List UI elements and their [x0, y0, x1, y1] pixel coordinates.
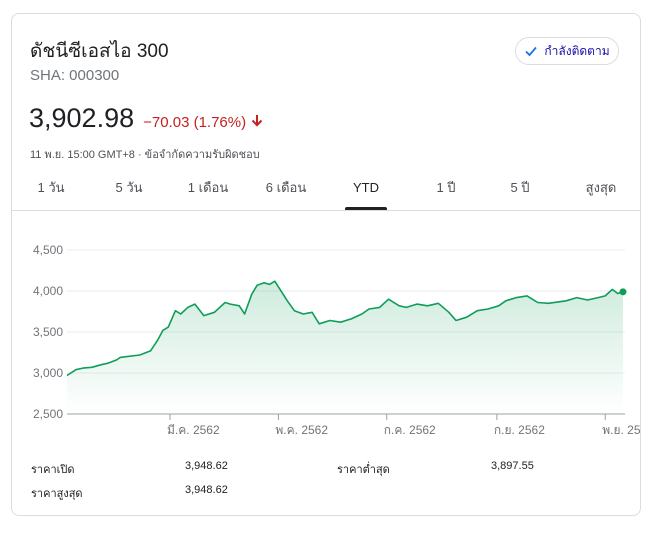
y-tick-label: 4,500 [33, 243, 63, 257]
last-price-dot [619, 288, 627, 296]
price-area-fill [67, 281, 623, 414]
price-line [66, 280, 624, 377]
tab-label: สูงสุด [585, 180, 617, 195]
low-label: ราคาต่ำสุด [337, 464, 390, 476]
arrow-down-icon [246, 114, 263, 131]
tab-label: 1 วัน [37, 180, 65, 195]
low-value: 3,897.55 [491, 460, 534, 472]
y-tick-label: 2,500 [33, 407, 63, 421]
x-tick-label: พ.ย. 2562 [602, 423, 640, 437]
x-tick-label: มี.ค. 2562 [167, 423, 220, 437]
high-value: 3,948.62 [185, 484, 228, 496]
tab-label: 1 เดือน [187, 180, 229, 195]
x-tick-label: ก.ค. 2562 [384, 423, 436, 437]
tab-7[interactable]: สูงสุด [568, 171, 634, 210]
y-tick-label: 4,000 [33, 284, 63, 298]
open-value: 3,948.62 [185, 460, 228, 472]
tab-label: YTD [353, 180, 379, 195]
high-label: ราคาสูงสุด [31, 488, 83, 500]
check-icon [524, 44, 538, 58]
open-label: ราคาเปิด [31, 464, 75, 476]
tab-3[interactable]: 6 เดือน [253, 171, 319, 210]
tab-2[interactable]: 1 เดือน [175, 171, 241, 210]
current-price: 3,902.98 [29, 103, 135, 133]
y-tick-label: 3,500 [33, 325, 63, 339]
range-tabs: 1 วัน 5 วัน 1 เดือน 6 เดือน YTD 1 ปี 5 ปี สูงสุ… [12, 171, 640, 211]
quote-timestamp: 11 พ.ย. 15:00 GMT+8 · ข้อจำกัดความรับผิด… [30, 149, 260, 161]
active-tab-indicator [345, 207, 387, 210]
price-row: 3,902.98 −70.03 (1.76%) [29, 103, 263, 134]
tab-label: 5 วัน [115, 180, 143, 195]
ticker-symbol: SHA: 000300 [30, 67, 120, 84]
tab-4[interactable]: YTD [333, 171, 399, 210]
stock-card: ดัชนีซีเอสไอ 300 SHA: 000300 กำลังติดตาม… [11, 13, 641, 516]
index-title: ดัชนีซีเอสไอ 300 [30, 41, 169, 62]
price-change-text: −70.03 (1.76%) [143, 114, 247, 131]
price-chart[interactable]: 4,500 4,000 3,500 3,000 2,500 มี.ค. 2562 พ.ค. … [12, 236, 640, 446]
tab-6[interactable]: 5 ปี [487, 171, 553, 210]
tab-0[interactable]: 1 วัน [18, 171, 84, 210]
tab-1[interactable]: 5 วัน [96, 171, 162, 210]
follow-label: กำลังติดตาม [544, 43, 610, 58]
tab-5[interactable]: 1 ปี [413, 171, 479, 210]
x-tick-label: ก.ย. 2562 [494, 423, 545, 437]
y-tick-label: 3,000 [33, 366, 63, 380]
price-change: −70.03 (1.76%) [143, 114, 263, 131]
tab-label: 5 ปี [510, 180, 530, 195]
follow-button[interactable]: กำลังติดตาม [515, 37, 619, 65]
x-tick-label: พ.ค. 2562 [275, 423, 328, 437]
tab-label: 6 เดือน [265, 180, 307, 195]
tab-label: 1 ปี [436, 180, 456, 195]
